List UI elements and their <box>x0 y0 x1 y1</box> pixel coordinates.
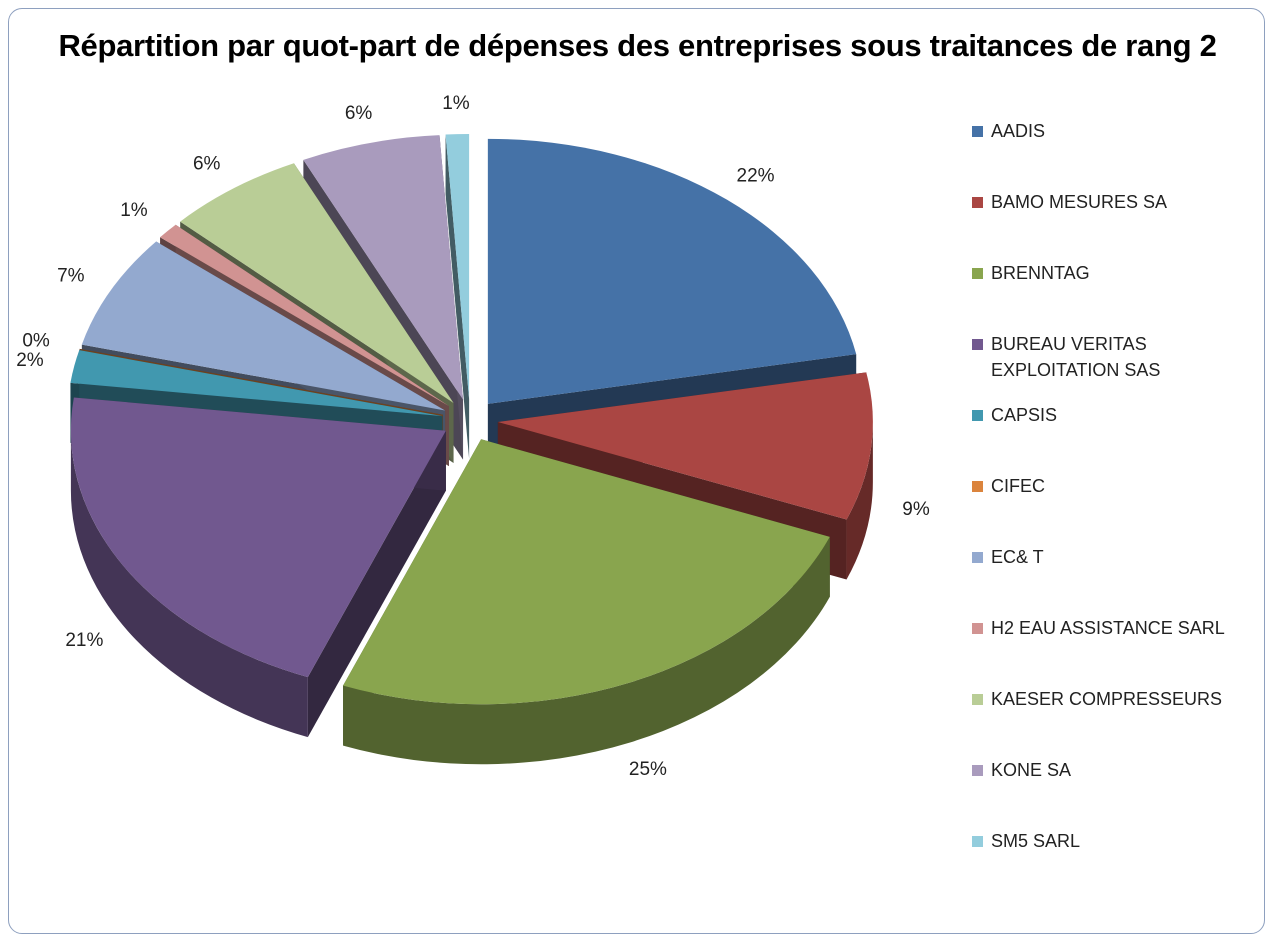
legend-label: H2 EAU ASSISTANCE SARL <box>991 618 1225 638</box>
slice-top <box>160 224 449 407</box>
slice-top <box>343 439 830 705</box>
data-label: 6% <box>345 103 373 124</box>
legend-item: KONE SA <box>972 757 1267 783</box>
data-label: 1% <box>442 93 470 114</box>
data-label: 1% <box>120 200 148 221</box>
legend-item: EC& T <box>972 544 1267 570</box>
legend-swatch <box>972 623 983 634</box>
slice <box>445 134 470 460</box>
slice-top <box>487 138 857 404</box>
data-label: 9% <box>902 499 930 520</box>
slice-top <box>445 134 470 400</box>
legend-label: CAPSIS <box>991 405 1058 425</box>
data-label: 2% <box>16 350 44 371</box>
legend-label: AADIS <box>991 121 1046 141</box>
slice-edge <box>343 536 830 765</box>
slice-top <box>303 135 464 400</box>
legend-swatch <box>972 836 983 847</box>
slice-top <box>81 241 446 411</box>
legend-label: BAMO MESURES SA <box>991 192 1168 212</box>
slice-top <box>79 348 443 415</box>
legend-swatch <box>972 481 983 492</box>
slice-top <box>70 350 443 417</box>
legend-item: BAMO MESURES SA <box>972 189 1267 215</box>
data-label: 7% <box>57 266 85 287</box>
legend-swatch <box>972 126 983 137</box>
legend-swatch <box>972 339 983 350</box>
legend-label: BUREAU VERITAS EXPLOITATION SAS <box>991 334 1161 380</box>
legend-item: AADIS <box>972 118 1267 144</box>
legend-item: CIFEC <box>972 473 1267 499</box>
legend-label: BRENNTAG <box>991 263 1090 283</box>
slice-top <box>497 372 873 520</box>
legend-label: EC& T <box>991 547 1044 567</box>
legend-item: BUREAU VERITAS EXPLOITATION SAS <box>972 331 1267 383</box>
slice <box>343 439 830 765</box>
data-label: 6% <box>193 153 221 174</box>
slice <box>70 397 446 738</box>
slice-top <box>180 163 454 404</box>
slice-side <box>445 134 470 460</box>
legend-item: KAESER COMPRESSEURS <box>972 686 1267 712</box>
data-label: 0% <box>22 330 50 351</box>
legend-item: BRENNTAG <box>972 260 1267 286</box>
slice-edge <box>70 430 308 738</box>
slice-side <box>307 430 446 738</box>
legend-label: CIFEC <box>991 476 1045 496</box>
legend-swatch <box>972 552 983 563</box>
legend-label: SM5 SARL <box>991 831 1081 851</box>
legend-item: H2 EAU ASSISTANCE SARL <box>972 615 1267 641</box>
legend-swatch <box>972 197 983 208</box>
slice-top <box>70 397 446 678</box>
data-label: 21% <box>65 630 103 651</box>
legend-item: SM5 SARL <box>972 828 1267 854</box>
legend-swatch <box>972 410 983 421</box>
legend-swatch <box>972 268 983 279</box>
data-label: 25% <box>629 759 667 780</box>
legend-swatch <box>972 694 983 705</box>
legend-label: KONE SA <box>991 760 1072 780</box>
data-label: 22% <box>737 166 775 187</box>
slice-edge <box>846 421 873 580</box>
chart-title: Répartition par quot-part de dépenses de… <box>58 28 1217 63</box>
legend-item: CAPSIS <box>972 402 1267 428</box>
legend-swatch <box>972 765 983 776</box>
legend-label: KAESER COMPRESSEURS <box>991 689 1223 709</box>
